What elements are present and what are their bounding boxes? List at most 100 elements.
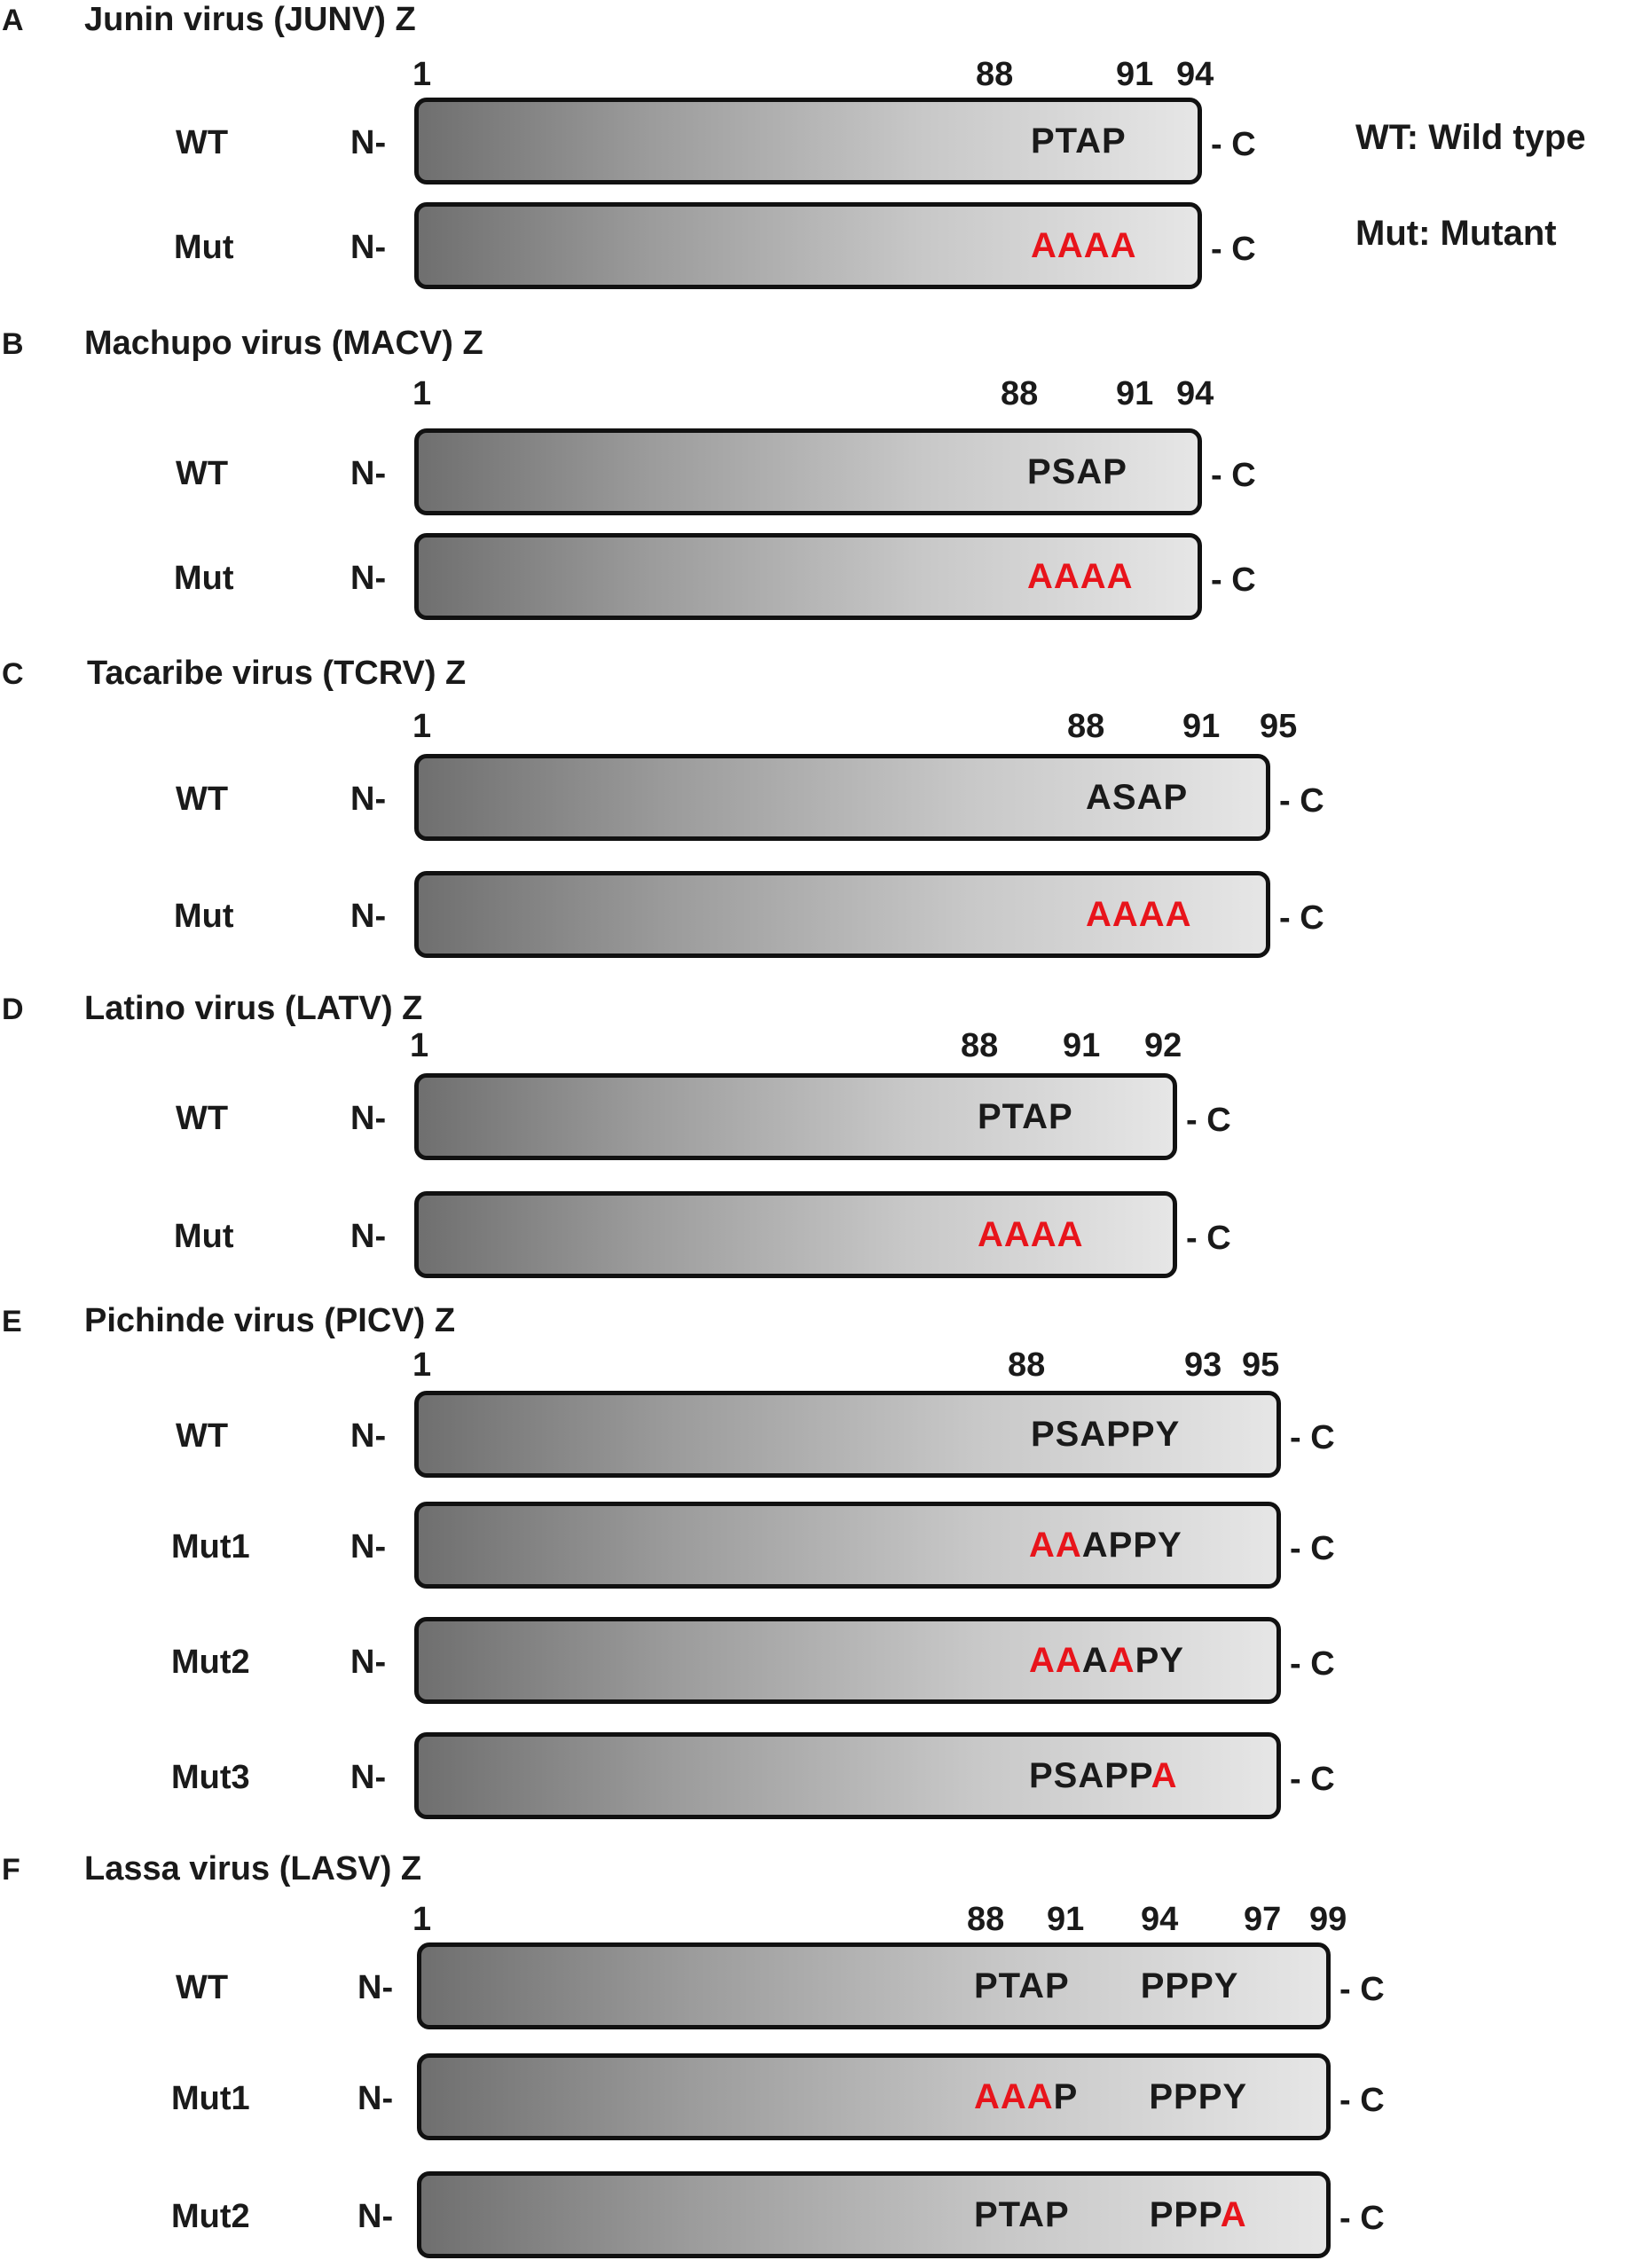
construct-label: Mut2 — [171, 2198, 250, 2235]
wild-type-residues: PTAP — [974, 2195, 1070, 2234]
wild-type-residues: PTAP — [978, 1097, 1073, 1136]
protein-bar: AAAA — [414, 871, 1270, 958]
protein-bar: PTAP PPPY — [417, 1942, 1331, 2029]
residue-position-label: 94 — [1141, 1901, 1179, 1938]
mutated-residues: AAAA — [1031, 226, 1137, 265]
panel-letter-f: F — [2, 1853, 20, 1887]
motif-sequence: AAAA — [1027, 559, 1134, 594]
panel-title-a: Junin virus (JUNV) Z — [84, 1, 416, 38]
motif-sequence: AAAAPY — [1029, 1643, 1184, 1678]
residue-position-label: 94 — [1176, 375, 1214, 412]
motif-sequence: PSAP — [1027, 454, 1127, 490]
protein-bar: AAAP PPPY — [417, 2053, 1331, 2140]
residue-position-label: 88 — [1001, 375, 1039, 412]
wild-type-residues: PPPY — [1140, 1966, 1239, 2005]
c-terminus-label: - C — [1211, 126, 1256, 163]
protein-bar: PSAPPY — [414, 1391, 1281, 1478]
wild-type-residues: PTAP — [1031, 122, 1127, 161]
n-terminus-label: N- — [357, 2080, 394, 2117]
residue-position-label: 93 — [1184, 1346, 1222, 1384]
residue-position-label: 99 — [1309, 1901, 1347, 1938]
construct-label: WT — [176, 1417, 229, 1455]
residue-position-label: 91 — [1116, 375, 1154, 412]
construct-label: WT — [176, 1969, 229, 2006]
panel-letter-e: E — [2, 1305, 22, 1338]
residue-position-label: 95 — [1242, 1346, 1280, 1384]
residue-position-label: 91 — [1063, 1027, 1101, 1064]
mutated-residues: AAA — [974, 2077, 1054, 2116]
residue-position-label: 88 — [1067, 708, 1105, 745]
mutated-residues: A — [1151, 1756, 1178, 1795]
n-terminus-label: N- — [350, 1759, 387, 1796]
n-terminus-label: N- — [350, 229, 387, 266]
construct-label: Mut1 — [171, 1528, 250, 1566]
c-terminus-label: - C — [1290, 1761, 1335, 1798]
n-terminus-label: N- — [357, 2198, 394, 2235]
n-terminus-label: N- — [350, 1100, 387, 1137]
n-terminus-label: N- — [350, 1417, 387, 1455]
c-terminus-label: - C — [1339, 1971, 1385, 2008]
wild-type-residues: PTAP — [974, 1966, 1070, 2005]
mutated-residues: A — [1220, 2195, 1247, 2234]
residue-position-label: 1 — [410, 1027, 429, 1064]
protein-bar: AAAPPY — [414, 1502, 1281, 1589]
residue-position-label: 1 — [412, 375, 432, 412]
mutated-residues: AA — [1029, 1526, 1082, 1565]
protein-bar: PSAP — [414, 428, 1202, 515]
motif-sequence: AAAPPY — [1029, 1527, 1182, 1563]
wild-type-residues: PSAP — [1027, 452, 1127, 491]
residue-position-label: 88 — [976, 56, 1014, 93]
c-terminus-label: - C — [1211, 457, 1256, 494]
c-terminus-label: - C — [1339, 2200, 1385, 2237]
wild-type-residues: PPPY — [1149, 2077, 1248, 2116]
construct-label: Mut2 — [171, 1644, 250, 1681]
protein-bar: AAAA — [414, 533, 1202, 620]
motif-sequence: PTAP PPPY — [974, 1968, 1238, 2004]
protein-bar: AAAA — [414, 202, 1202, 289]
motif-sequence: PSAPPY — [1031, 1417, 1180, 1452]
residue-position-label: 88 — [961, 1027, 999, 1064]
panel-letter-a: A — [2, 4, 24, 37]
c-terminus-label: - C — [1211, 231, 1256, 268]
protein-bar: PSAPPA — [414, 1732, 1281, 1819]
mutated-residues: A — [1108, 1641, 1135, 1680]
wild-type-residues: PSAPPY — [1031, 1415, 1181, 1454]
panel-title-d: Latino virus (LATV) Z — [84, 990, 423, 1027]
c-terminus-label: - C — [1279, 899, 1324, 937]
c-terminus-label: - C — [1290, 1645, 1335, 1683]
residue-position-label: 94 — [1176, 56, 1214, 93]
residue-position-label: 91 — [1182, 708, 1221, 745]
protein-bar: PTAP PPPA — [417, 2171, 1331, 2258]
residue-position-label: 95 — [1260, 708, 1298, 745]
protein-bar: AAAA — [414, 1191, 1177, 1278]
c-terminus-label: - C — [1186, 1102, 1231, 1139]
n-terminus-label: N- — [350, 124, 387, 161]
c-terminus-label: - C — [1211, 561, 1256, 599]
residue-position-label: 91 — [1047, 1901, 1085, 1938]
motif-sequence: PTAP — [978, 1099, 1073, 1134]
residue-position-label: 1 — [412, 56, 432, 93]
residue-position-label: 88 — [1008, 1346, 1046, 1384]
residue-position-label: 1 — [412, 1346, 432, 1384]
protein-bar: ASAP — [414, 754, 1270, 841]
residue-position-label: 1 — [412, 708, 432, 745]
panel-letter-c: C — [2, 657, 24, 691]
mutated-residues: AAAA — [978, 1215, 1084, 1254]
construct-label: WT — [176, 124, 229, 161]
construct-label: Mut1 — [171, 2080, 250, 2117]
residue-position-label: 92 — [1144, 1027, 1182, 1064]
c-terminus-label: - C — [1279, 782, 1324, 820]
construct-label: WT — [176, 781, 229, 818]
c-terminus-label: - C — [1339, 2082, 1385, 2119]
panel-title-f: Lassa virus (LASV) Z — [84, 1850, 422, 1887]
wild-type-residues: P — [1053, 2077, 1079, 2116]
construct-label: Mut — [174, 1218, 234, 1255]
residue-position-label: 1 — [412, 1901, 432, 1938]
c-terminus-label: - C — [1290, 1530, 1335, 1567]
construct-label: WT — [176, 1100, 229, 1137]
legend-mut: Mut: Mutant — [1355, 214, 1557, 253]
motif-sequence: ASAP — [1086, 780, 1188, 815]
mutated-residues: AAAA — [1086, 895, 1192, 934]
mutated-residues: AA — [1029, 1641, 1082, 1680]
residue-position-label: 91 — [1116, 56, 1154, 93]
